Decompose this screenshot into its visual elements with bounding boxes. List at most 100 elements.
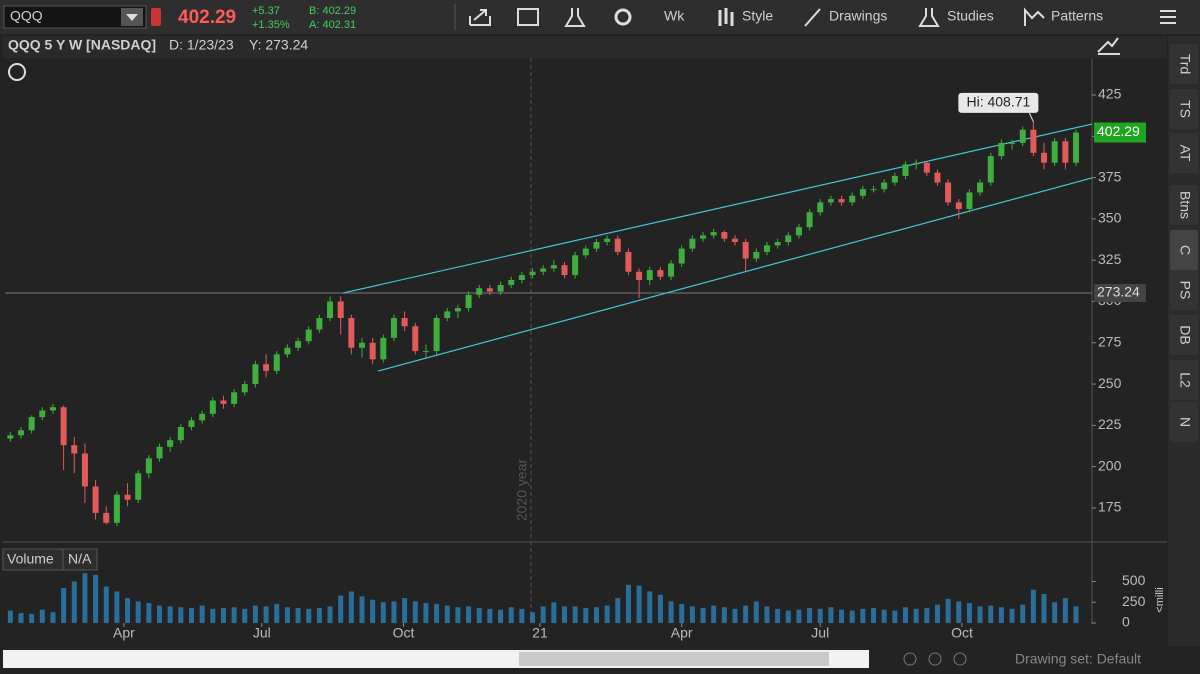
side-tab-label[interactable]: Btns <box>1177 191 1193 219</box>
side-tab-label[interactable]: Trd <box>1177 54 1193 74</box>
volume-bar <box>50 612 56 623</box>
volume-bar <box>945 598 951 623</box>
volume-value-box <box>62 548 98 571</box>
settings-icon[interactable] <box>614 8 632 26</box>
high-tag <box>958 92 1039 113</box>
ask: A: 402.31 <box>309 19 356 31</box>
candle-body <box>145 458 152 474</box>
candle-body <box>263 364 270 371</box>
volume-bar <box>657 594 663 623</box>
candle-body <box>49 407 56 411</box>
patterns-button[interactable]: Patterns <box>1051 8 1103 24</box>
volume-bar <box>348 591 354 623</box>
menu-icon[interactable] <box>1160 10 1176 24</box>
volume-bar <box>615 598 621 623</box>
side-tab[interactable] <box>1170 133 1198 173</box>
volume-bar <box>146 603 152 623</box>
alert-icon[interactable] <box>151 8 161 26</box>
volume-bar <box>1041 593 1047 623</box>
side-tab[interactable] <box>1170 315 1198 355</box>
candle-body <box>934 172 941 183</box>
volume-bar <box>530 612 536 623</box>
side-tab-label[interactable]: L2 <box>1177 372 1193 388</box>
x-tick-label: 21 <box>532 625 548 641</box>
candle-body <box>316 317 323 330</box>
candle-body <box>252 364 259 385</box>
pan-icon[interactable] <box>903 652 917 666</box>
candle-body <box>444 311 451 318</box>
volume-bar <box>636 585 642 623</box>
candle-body <box>167 440 174 447</box>
info-icon[interactable] <box>8 63 26 81</box>
candle-body <box>199 413 206 421</box>
share-icon[interactable] <box>469 9 491 26</box>
candle-body <box>859 189 866 196</box>
volume-bar <box>220 608 226 623</box>
candle-body <box>785 235 792 243</box>
side-tab[interactable] <box>1170 230 1198 270</box>
side-tab-label[interactable]: PS <box>1177 281 1193 300</box>
candle-body <box>700 235 707 239</box>
x-tick-label: Oct <box>393 625 415 641</box>
candle-body <box>390 317 397 338</box>
toolbar <box>0 0 1200 34</box>
side-tab-label[interactable]: C <box>1177 245 1193 255</box>
candle-body <box>60 407 67 446</box>
style-button[interactable]: Style <box>742 8 773 24</box>
side-tab-label[interactable]: N <box>1177 417 1193 427</box>
volume-bar <box>71 581 77 623</box>
candle-body <box>348 317 355 348</box>
drawings-button[interactable]: Drawings <box>829 8 887 24</box>
side-tab[interactable] <box>1170 89 1198 129</box>
side-tab[interactable] <box>1170 270 1198 310</box>
scale-icon[interactable] <box>1097 37 1120 55</box>
candle-body <box>508 280 515 285</box>
side-tab[interactable] <box>1170 402 1198 442</box>
side-tab-label[interactable]: AT <box>1177 145 1193 162</box>
side-tab-label[interactable]: TS <box>1177 100 1193 118</box>
volume-bar <box>871 608 877 623</box>
scroll-thumb[interactable] <box>519 652 829 666</box>
candle-body <box>774 242 781 246</box>
drawing-set[interactable]: Drawing set: Default <box>1015 651 1141 667</box>
candle-body <box>1062 141 1069 163</box>
volume-bar <box>647 591 653 623</box>
aggregation[interactable]: Wk <box>664 8 685 24</box>
volume-bar <box>1052 602 1058 623</box>
symbol-input[interactable] <box>3 5 147 29</box>
y-tick-label: 350 <box>1098 210 1122 226</box>
flexible-grid-icon[interactable] <box>517 8 539 26</box>
volume-bar <box>93 574 99 623</box>
candle-body <box>763 245 770 252</box>
volume-bar <box>732 608 738 623</box>
volume-bar <box>604 605 610 623</box>
x-tick-label: Oct <box>951 625 973 641</box>
volume-bar <box>61 588 67 623</box>
zoom-out-icon[interactable] <box>953 652 967 666</box>
studies-button[interactable]: Studies <box>947 8 994 24</box>
volume-bar <box>881 609 887 623</box>
candle-body <box>977 182 984 193</box>
volume-bar <box>135 601 141 623</box>
volume-bar <box>711 605 717 623</box>
y-tick-label: 250 <box>1098 375 1122 391</box>
volume-bar <box>423 603 429 623</box>
side-tab[interactable] <box>1170 185 1198 225</box>
volume-bar <box>29 613 35 623</box>
symbol[interactable]: QQQ <box>10 8 43 24</box>
volume-tick-label: 0 <box>1122 614 1130 630</box>
side-tab[interactable] <box>1170 44 1198 84</box>
zoom-in-icon[interactable] <box>928 652 942 666</box>
candle-body <box>220 400 227 404</box>
volume-bar <box>551 602 557 623</box>
volume-bar <box>625 584 631 623</box>
candle-body <box>966 192 973 209</box>
candle-body <box>231 392 238 404</box>
candle-body <box>17 430 24 436</box>
volume-bar <box>114 591 120 623</box>
candle-body <box>710 232 717 236</box>
side-tab-label[interactable]: DB <box>1177 325 1193 344</box>
lab-icon[interactable] <box>564 8 586 27</box>
side-tab[interactable] <box>1170 360 1198 400</box>
